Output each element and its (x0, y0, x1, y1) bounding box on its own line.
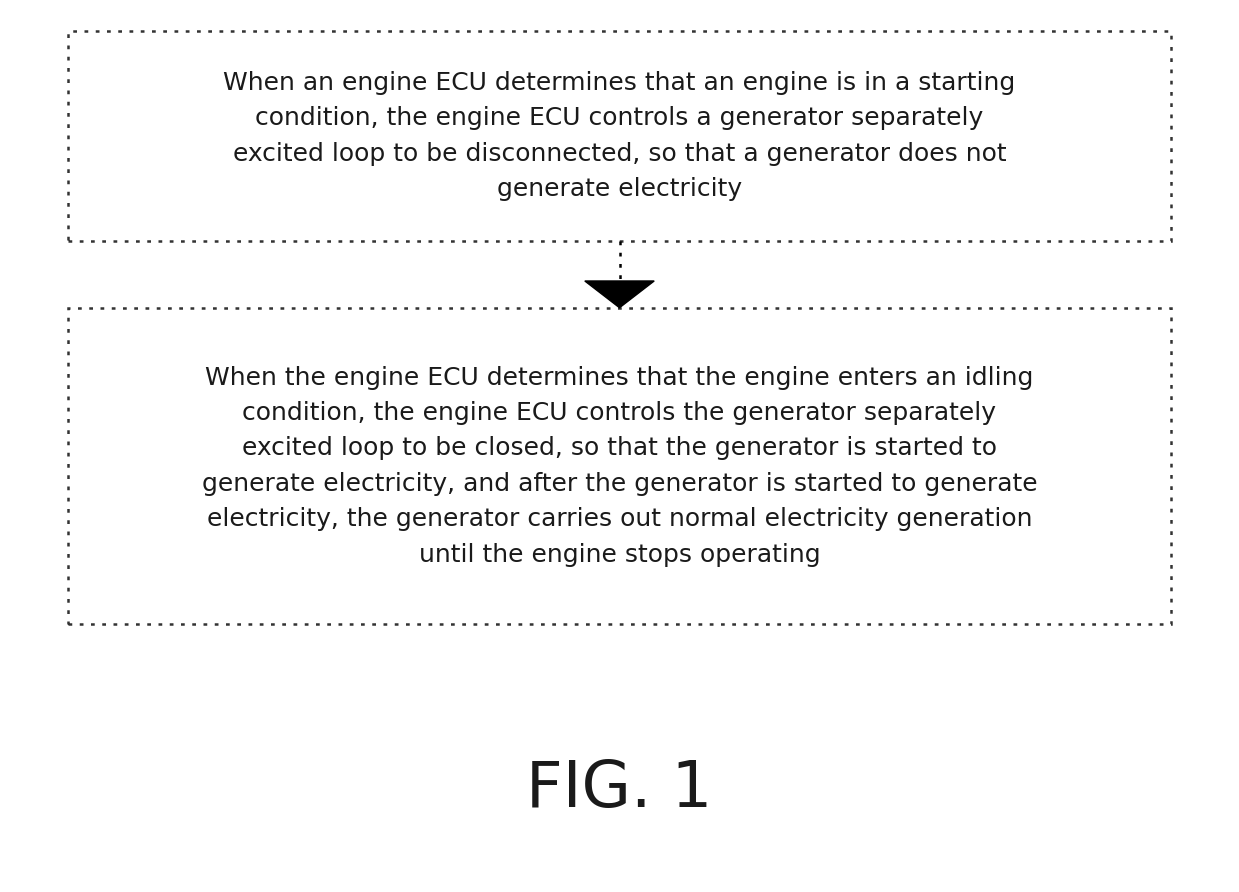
Text: When the engine ECU determines that the engine enters an idling
condition, the e: When the engine ECU determines that the … (202, 366, 1037, 566)
Text: FIG. 1: FIG. 1 (527, 758, 712, 821)
Polygon shape (585, 281, 654, 308)
FancyBboxPatch shape (68, 31, 1171, 241)
Text: When an engine ECU determines that an engine is in a starting
condition, the eng: When an engine ECU determines that an en… (223, 71, 1016, 201)
FancyBboxPatch shape (68, 308, 1171, 624)
